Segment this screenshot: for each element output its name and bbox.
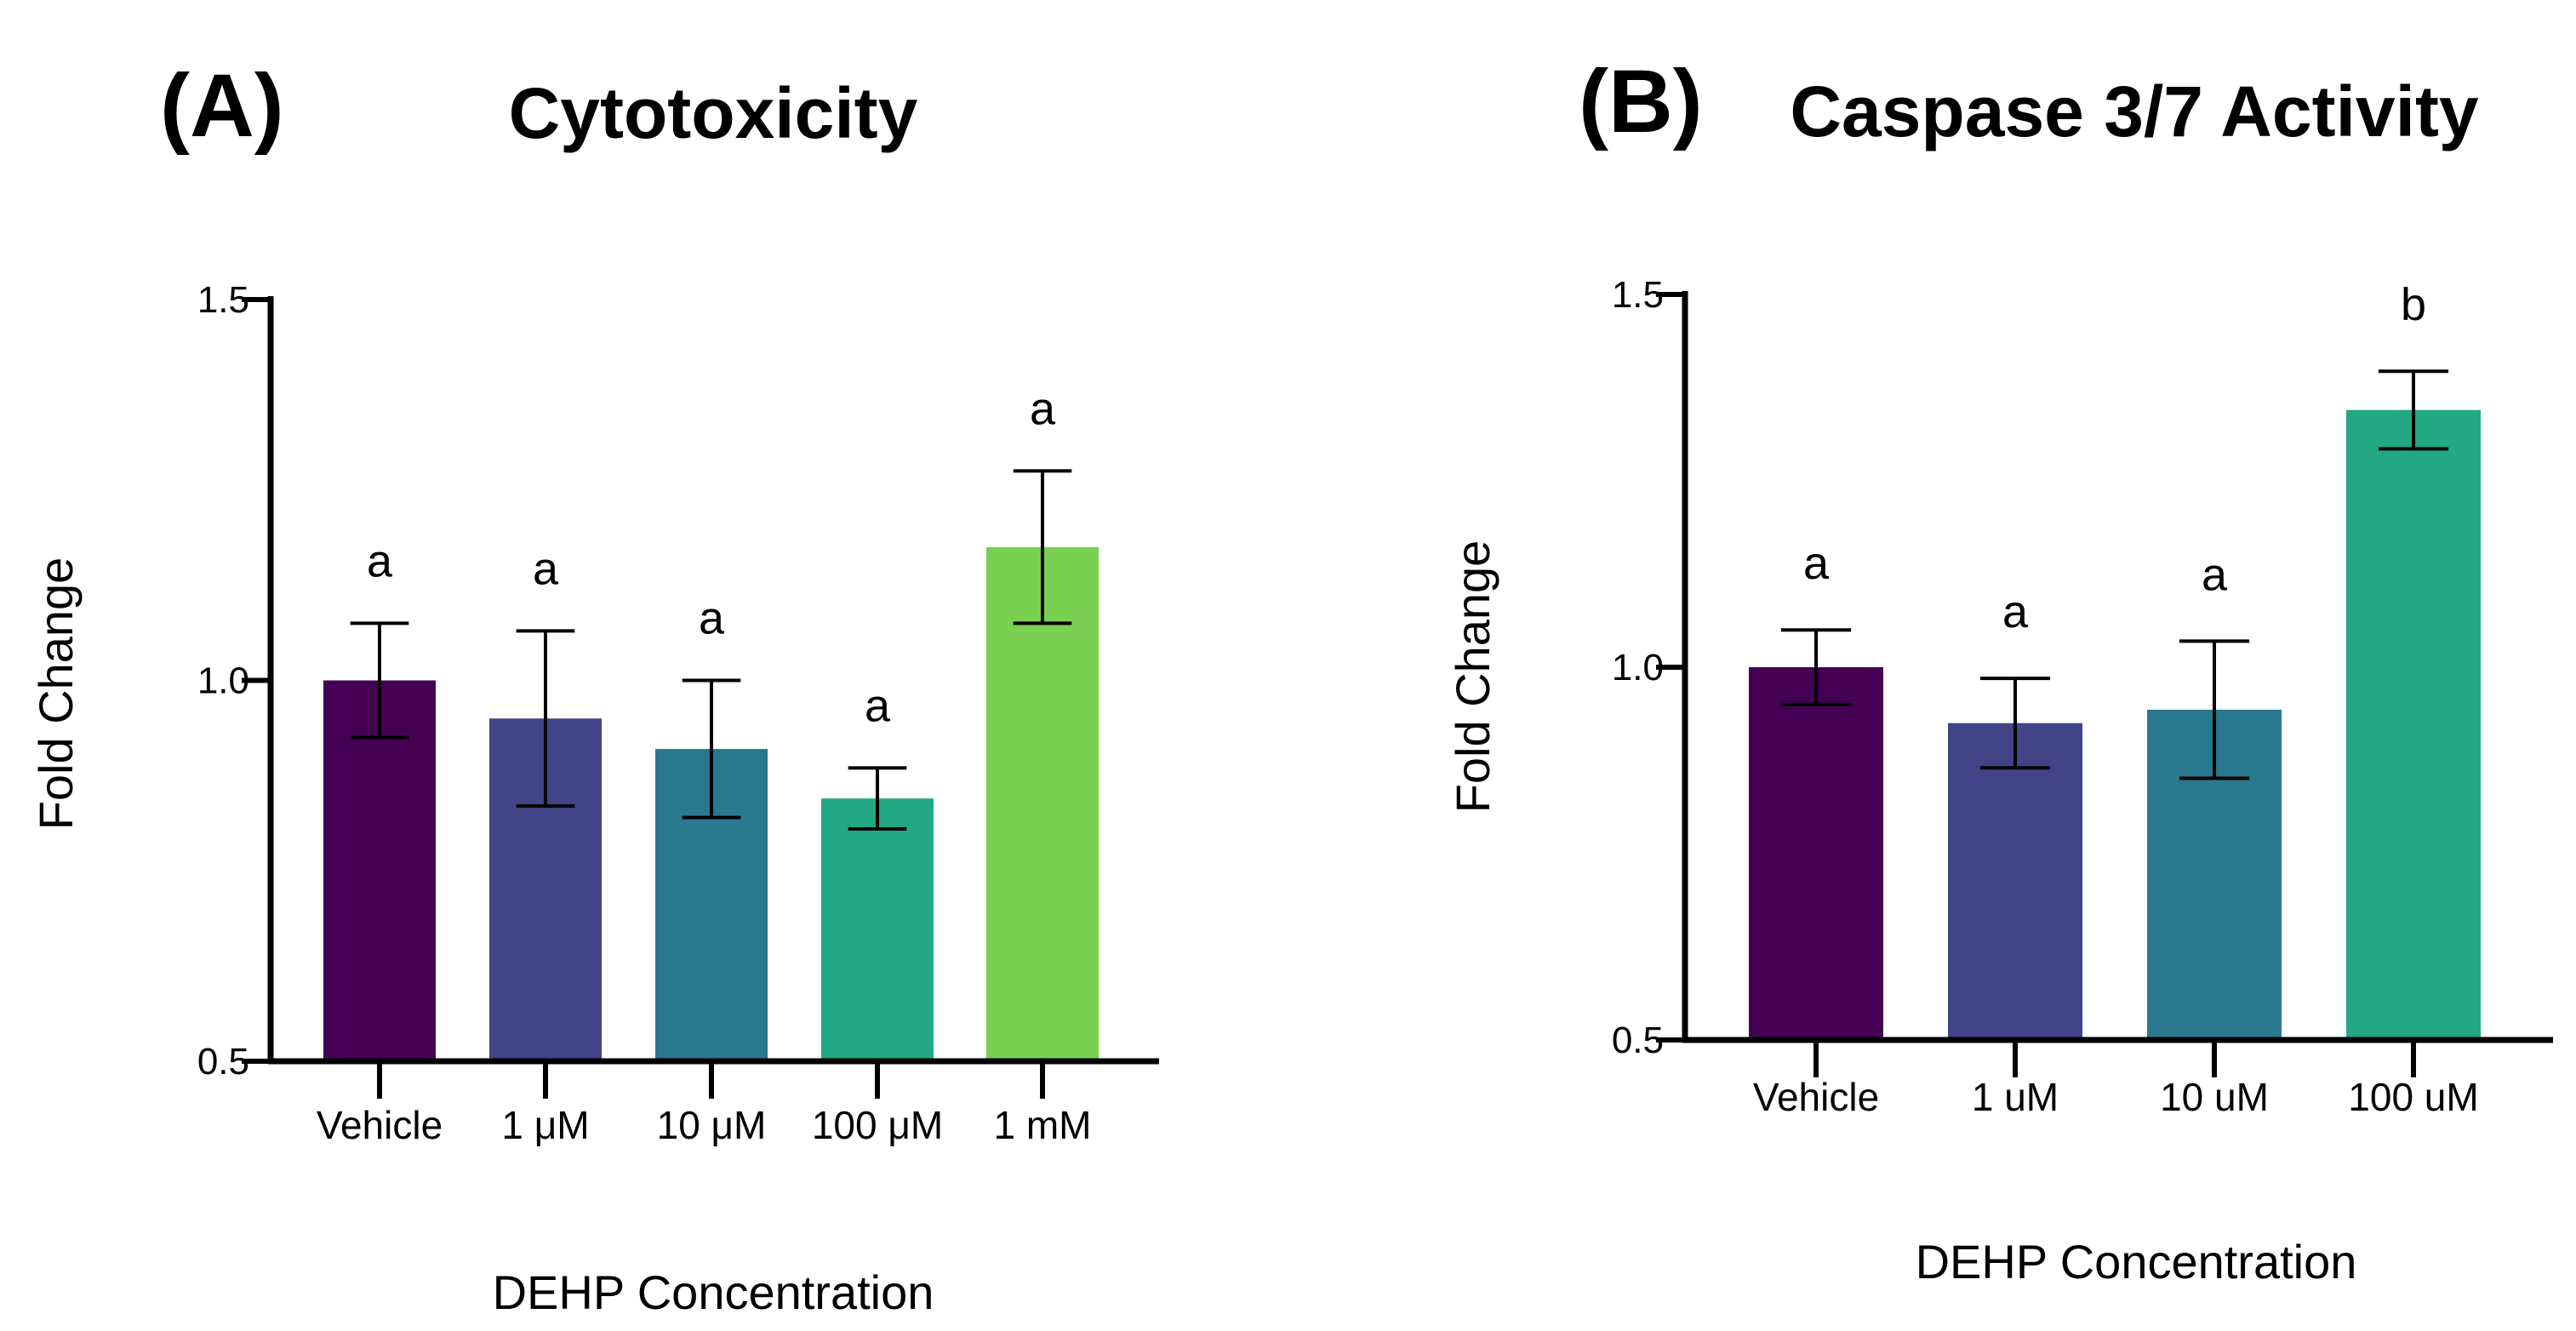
- panel-a-bars: a Vehicle a 1 μM a 10 μM a 100 μM a 1 mM: [317, 383, 1099, 1147]
- panel-b-caspase: (B) Caspase 3/7 Activity Fold Change DEH…: [1446, 52, 2553, 1288]
- significance-letter: a: [2202, 549, 2228, 600]
- y-tick-label: 1.5: [197, 279, 249, 321]
- significance-letter: a: [533, 543, 559, 594]
- panel-a-axes: [267, 296, 1159, 1065]
- panel-b-title: Caspase 3/7 Activity: [1790, 71, 2479, 151]
- x-category-label: 10 μM: [657, 1103, 767, 1147]
- significance-letter: a: [865, 680, 891, 731]
- y-tick-label: 0.5: [197, 1041, 249, 1083]
- bar: [986, 546, 1099, 1061]
- bar: [1948, 723, 2082, 1040]
- panel-a-y-ticks: 0.5 1.0 1.5: [197, 279, 271, 1083]
- x-category-label: 100 uM: [2348, 1075, 2478, 1119]
- panel-a-label: (A): [160, 56, 284, 156]
- significance-letter: b: [2401, 279, 2426, 330]
- significance-letter: a: [699, 593, 725, 644]
- bar: [821, 798, 934, 1061]
- panel-a-y-axis-title: Fold Change: [29, 557, 83, 831]
- x-category-label: 1 mM: [994, 1103, 1092, 1147]
- significance-letter: a: [1030, 383, 1056, 434]
- panel-b-x-axis-title: DEHP Concentration: [1916, 1235, 2357, 1288]
- bar: [1749, 667, 1883, 1040]
- x-category-label: 1 μM: [501, 1103, 589, 1147]
- x-category-label: Vehicle: [317, 1103, 443, 1147]
- x-category-label: Vehicle: [1753, 1075, 1879, 1119]
- significance-letter: a: [2002, 586, 2029, 637]
- panel-a-x-axis-title: DEHP Concentration: [493, 1265, 934, 1319]
- x-category-label: 100 μM: [812, 1103, 943, 1147]
- panel-b-label: (B): [1579, 52, 1703, 151]
- panel-b-y-axis-title: Fold Change: [1446, 540, 1499, 814]
- significance-letter: a: [367, 535, 393, 586]
- y-tick-label: 1.0: [1612, 647, 1664, 688]
- y-tick-label: 1.5: [1612, 274, 1664, 316]
- panel-a-title: Cytotoxicity: [509, 73, 918, 153]
- significance-letter: a: [1803, 538, 1830, 589]
- y-tick-label: 0.5: [1612, 1020, 1664, 1061]
- bar: [2346, 409, 2481, 1040]
- panel-b-y-ticks: 0.5 1.0 1.5: [1612, 274, 1685, 1061]
- panel-b-bars: a Vehicle a 1 uM a 10 uM b 100 uM: [1749, 279, 2481, 1119]
- y-tick-label: 1.0: [197, 660, 249, 702]
- panel-a-cytotoxicity: (A) Cytotoxicity Fold Change DEHP Concen…: [29, 56, 1159, 1319]
- x-category-label: 1 uM: [1972, 1075, 2059, 1119]
- panel-b-axes: [1682, 291, 2553, 1043]
- bar: [323, 680, 436, 1061]
- x-category-label: 10 uM: [2160, 1075, 2269, 1119]
